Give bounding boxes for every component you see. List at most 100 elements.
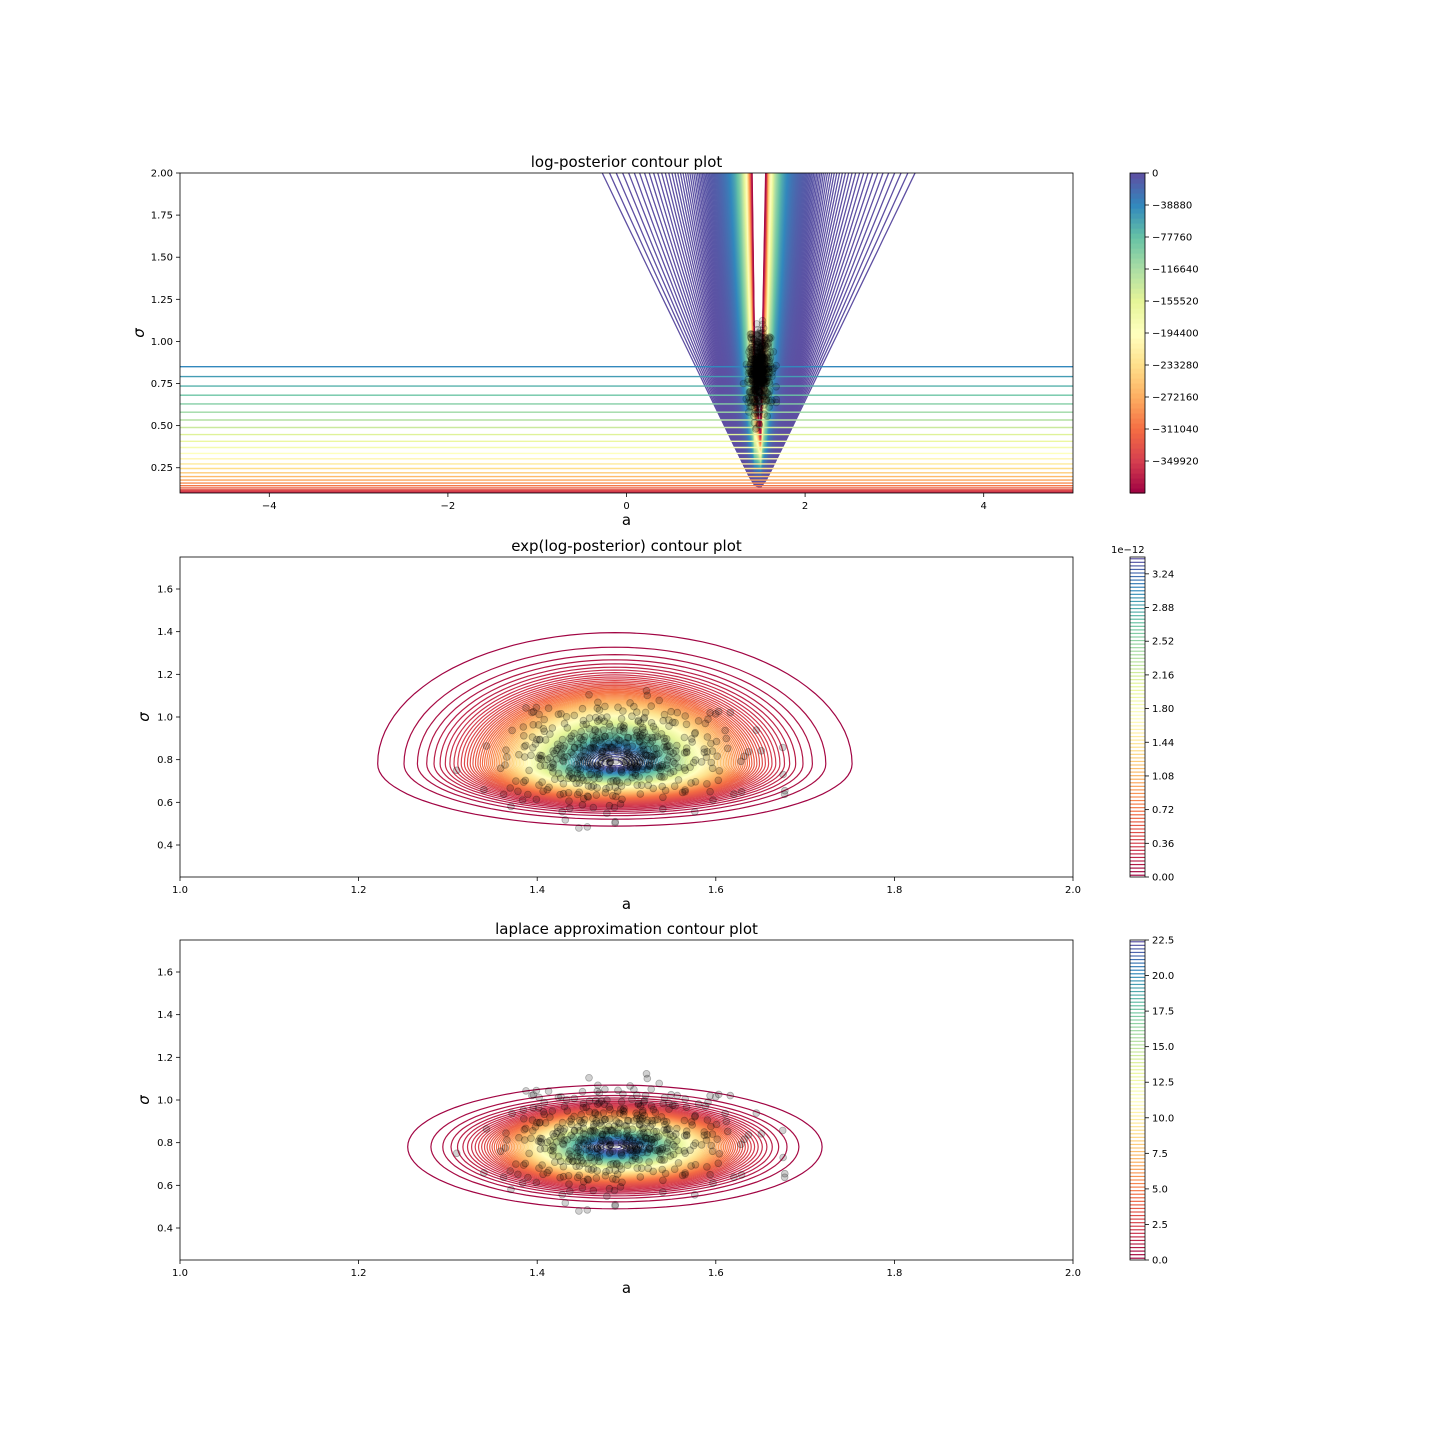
sample-point — [745, 388, 754, 396]
sample-point — [752, 387, 761, 396]
sample-point — [660, 1126, 668, 1134]
sample-point — [748, 368, 756, 376]
sample-point — [757, 377, 765, 386]
colorbar-segment — [1130, 178, 1145, 184]
sample-point — [519, 723, 528, 731]
sample-point — [749, 366, 757, 375]
sample-point — [761, 360, 770, 368]
sample-point — [757, 353, 766, 361]
sample-point — [572, 779, 581, 788]
sample-point — [632, 1109, 640, 1118]
sample-point — [763, 412, 772, 421]
sample-point — [753, 352, 761, 360]
sample-point — [755, 396, 764, 404]
sample-point — [680, 749, 689, 757]
sample-point — [753, 380, 762, 389]
sample-point — [755, 409, 763, 417]
sample-point — [752, 343, 761, 352]
sample-point — [760, 375, 769, 384]
sample-point — [753, 339, 762, 348]
sample-point — [645, 775, 653, 783]
sample-point — [748, 348, 756, 357]
sample-point — [687, 735, 696, 743]
sample-point — [512, 1160, 520, 1168]
sample-point — [756, 392, 764, 400]
sample-point — [758, 368, 767, 376]
sample-point — [757, 385, 765, 394]
sample-point — [760, 354, 768, 362]
colorbar-segment — [1130, 253, 1145, 259]
colorbar-segment — [1130, 483, 1145, 489]
sample-point — [756, 373, 765, 382]
sample-point — [540, 715, 549, 724]
sample-point — [760, 401, 768, 409]
sample-point — [755, 361, 763, 370]
sample-point — [754, 372, 762, 380]
sample-point — [764, 334, 773, 342]
sample-point — [753, 376, 762, 385]
sample-point — [757, 377, 766, 385]
sample-point — [660, 1093, 669, 1102]
sample-point — [755, 348, 764, 357]
sample-point — [674, 1159, 683, 1167]
sample-point — [564, 1172, 573, 1180]
sample-point — [482, 1125, 491, 1133]
sample-point — [531, 1123, 540, 1131]
sample-point — [757, 329, 765, 338]
colorbar-segment — [1130, 368, 1145, 374]
sample-point — [748, 371, 756, 379]
y-tick-label: 1.50 — [151, 253, 173, 264]
sample-point — [752, 338, 761, 347]
sample-point — [755, 387, 763, 396]
sample-point — [626, 1146, 635, 1155]
sample-point — [746, 330, 755, 339]
sample-point — [759, 362, 768, 371]
sample-point — [561, 816, 570, 824]
sample-point — [758, 379, 767, 387]
sample-point — [753, 393, 762, 402]
sample-point — [583, 1206, 592, 1214]
sample-point — [760, 357, 769, 365]
colorbar-segment — [1130, 343, 1145, 349]
sample-point — [758, 375, 767, 383]
sample-point — [755, 406, 764, 414]
sample-point — [747, 353, 755, 362]
sample-point — [762, 395, 771, 403]
sample-point — [766, 348, 775, 356]
sample-point — [763, 350, 772, 359]
sample-point — [746, 403, 754, 411]
sample-point — [617, 714, 626, 723]
log-posterior-panel: log-posterior contour plot −4 −2 0 2 4 0.25 0… — [130, 153, 1199, 529]
sample-point — [752, 371, 760, 380]
sample-point — [525, 766, 533, 775]
sample-point — [754, 357, 762, 366]
sample-point — [762, 377, 770, 386]
sample-point — [514, 1170, 522, 1179]
sample-point — [658, 1165, 667, 1174]
sample-point — [499, 790, 508, 799]
colorbar-tick-label: 1.08 — [1152, 771, 1174, 782]
sample-point — [756, 367, 764, 375]
sample-point — [643, 1129, 652, 1137]
sample-point — [760, 385, 768, 393]
sample-point — [669, 1150, 678, 1159]
colorbar-segment — [1130, 463, 1145, 469]
sample-point — [751, 389, 760, 398]
sample-point — [722, 734, 731, 743]
sample-point — [633, 1164, 642, 1172]
panel-title: exp(log-posterior) contour plot — [511, 537, 742, 555]
colorbar-segment — [1130, 333, 1145, 339]
sample-point — [512, 777, 520, 785]
sample-point — [753, 409, 761, 417]
contour-line — [615, 173, 902, 488]
sample-point — [636, 790, 645, 798]
sample-point — [751, 365, 759, 374]
sample-point — [757, 360, 765, 369]
sample-point — [772, 398, 781, 407]
sample-point — [764, 342, 773, 351]
colorbar-tick-label: −272160 — [1152, 393, 1199, 404]
sample-point — [759, 356, 767, 365]
sample-point — [560, 719, 569, 728]
sample-point — [765, 357, 774, 365]
sample-point — [758, 379, 766, 387]
